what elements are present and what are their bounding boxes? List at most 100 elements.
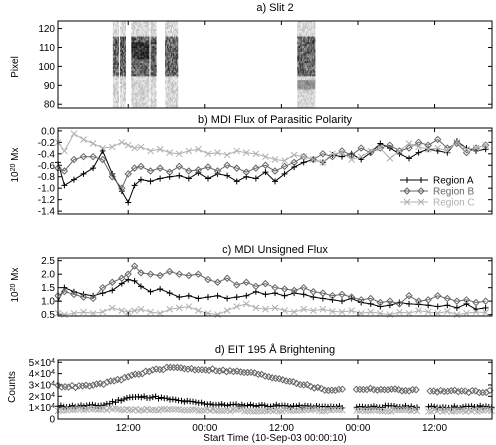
slit-pixel <box>165 106 167 109</box>
panel-b-plot <box>54 130 490 206</box>
slit-pixel <box>134 55 136 58</box>
data-point <box>215 367 224 375</box>
slit-pixel <box>297 72 299 75</box>
slit-pixel <box>121 45 123 48</box>
slit-pixel <box>115 104 117 107</box>
slit-pixel <box>124 45 126 48</box>
slit-pixel <box>152 98 154 101</box>
slit-pixel <box>314 64 316 67</box>
slit-pixel <box>310 68 312 71</box>
slit-pixel <box>304 51 306 54</box>
slit-pixel <box>116 81 118 84</box>
slit-pixel <box>169 72 171 75</box>
slit-pixel <box>151 30 153 33</box>
slit-pixel <box>151 60 153 64</box>
slit-pixel <box>308 53 310 56</box>
slit-pixel <box>151 77 153 81</box>
slit-pixel <box>307 90 309 94</box>
slit-pixel <box>169 49 171 52</box>
slit-pixel <box>117 89 119 92</box>
slit-pixel <box>312 89 314 92</box>
slit-pixel <box>302 102 304 105</box>
slit-pixel <box>114 49 116 52</box>
slit-pixel <box>119 32 121 35</box>
slit-pixel <box>148 81 150 84</box>
slit-pixel <box>299 62 301 65</box>
slit-pixel <box>308 55 310 58</box>
slit-pixel <box>117 60 119 64</box>
slit-pixel <box>112 43 114 47</box>
data-point <box>223 161 231 169</box>
slit-pixel <box>168 79 170 83</box>
data-point <box>195 407 203 415</box>
slit-pixel <box>305 98 307 101</box>
slit-pixel <box>170 28 172 31</box>
data-point <box>89 140 97 147</box>
slit-pixel <box>299 55 301 58</box>
slit-pixel <box>168 47 170 50</box>
slit-pixel <box>151 72 153 75</box>
slit-pixel <box>166 66 168 69</box>
slit-pixel <box>144 41 146 45</box>
slit-pixel <box>305 106 307 109</box>
slit-pixel <box>132 39 134 43</box>
slit-pixel <box>301 21 303 24</box>
slit-pixel <box>136 96 138 100</box>
slit-pixel <box>120 79 122 83</box>
slit-pixel <box>153 106 155 109</box>
slit-pixel <box>302 66 304 69</box>
slit-pixel <box>142 106 144 109</box>
slit-pixel <box>143 87 145 90</box>
slit-pixel <box>176 64 178 67</box>
slit-pixel <box>131 49 133 52</box>
slit-pixel <box>297 102 299 105</box>
slit-pixel <box>304 55 306 58</box>
data-point <box>453 304 460 311</box>
slit-pixel <box>307 100 309 103</box>
slit-pixel <box>135 68 137 71</box>
data-point <box>195 295 202 302</box>
slit-pixel <box>305 66 307 69</box>
slit-pixel <box>151 34 153 37</box>
slit-pixel <box>122 106 124 109</box>
slit-pixel <box>302 104 304 107</box>
slit-pixel <box>312 92 314 96</box>
slit-pixel <box>153 81 155 84</box>
slit-pixel <box>168 73 170 77</box>
data-point <box>60 288 69 296</box>
slit-pixel <box>303 64 305 67</box>
slit-pixel <box>120 90 122 94</box>
slit-pixel <box>139 47 141 50</box>
slit-pixel <box>312 60 314 64</box>
slit-pixel <box>138 24 140 28</box>
slit-pixel <box>302 81 304 84</box>
slit-pixel <box>176 39 178 43</box>
data-point <box>310 406 317 413</box>
slit-pixel <box>112 92 114 96</box>
slit-pixel <box>154 24 156 28</box>
slit-pixel <box>131 73 133 77</box>
slit-pixel <box>121 72 123 75</box>
slit-pixel <box>172 104 174 107</box>
slit-pixel <box>166 77 168 81</box>
slit-pixel <box>168 77 170 81</box>
slit-pixel <box>170 47 172 50</box>
slit-pixel <box>175 43 177 47</box>
slit-pixel <box>301 79 303 83</box>
slit-pixel <box>136 32 138 35</box>
slit-pixel <box>171 21 173 24</box>
slit-pixel <box>310 94 312 98</box>
slit-pixel <box>136 58 138 62</box>
slit-pixel <box>122 68 124 71</box>
slit-pixel <box>137 41 139 45</box>
slit-pixel <box>309 56 311 60</box>
data-point <box>70 155 78 164</box>
slit-pixel <box>305 38 307 41</box>
data-point <box>317 384 325 393</box>
slit-pixel <box>132 90 134 94</box>
slit-pixel <box>155 89 157 92</box>
slit-pixel <box>140 22 142 26</box>
slit-pixel <box>311 34 313 37</box>
slit-pixel <box>154 38 156 41</box>
slit-pixel <box>150 94 152 98</box>
